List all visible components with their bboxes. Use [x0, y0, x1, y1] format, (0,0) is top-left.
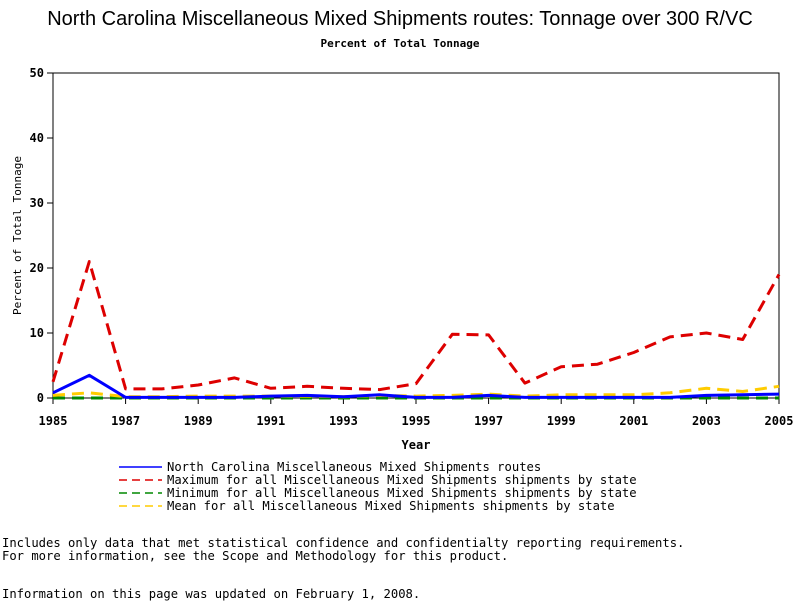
legend: North Carolina Miscellaneous Mixed Shipm…	[119, 460, 637, 513]
plot-frame	[52, 72, 780, 399]
chart-title: North Carolina Miscellaneous Mixed Shipm…	[47, 8, 753, 30]
series-line-0	[52, 373, 780, 399]
note-methodology: For more information, see the Scope and …	[2, 549, 509, 563]
x-tick-label: 1991	[256, 414, 285, 428]
y-tick-label: 0	[37, 391, 44, 405]
x-tick-label: 1995	[402, 414, 431, 428]
y-tick-label: 20	[30, 261, 44, 275]
x-axis-label: Year	[402, 438, 431, 452]
legend-label-1: Maximum for all Miscellaneous Mixed Ship…	[167, 473, 637, 487]
x-tick-label: 1987	[111, 414, 140, 428]
chart-subtitle: Percent of Total Tonnage	[320, 37, 480, 50]
y-tick-label: 10	[30, 326, 44, 340]
x-tick-label: 1993	[329, 414, 358, 428]
x-tick-label: 2001	[619, 414, 648, 428]
x-tick-label: 1999	[547, 414, 576, 428]
note-updated: Information on this page was updated on …	[2, 587, 421, 601]
note-confidence: Includes only data that met statistical …	[2, 536, 685, 550]
axes: 0 10 20 30 40 50 1985 1987 1989 1991 1993 1995 1997 1…	[11, 66, 793, 452]
y-tick-label: 40	[30, 131, 44, 145]
legend-label-3: Mean for all Miscellaneous Mixed Shipmen…	[167, 499, 615, 513]
x-tick-label: 1997	[474, 414, 503, 428]
y-tick-label: 50	[30, 66, 44, 80]
series-layer	[51, 260, 781, 400]
x-tick-label: 2005	[765, 414, 794, 428]
x-tick-label: 1985	[39, 414, 68, 428]
series-line-1	[51, 260, 781, 392]
y-axis-label: Percent of Total Tonnage	[11, 156, 24, 315]
legend-label-2: Minimum for all Miscellaneous Mixed Ship…	[167, 486, 637, 500]
x-tick-label: 2003	[692, 414, 721, 428]
legend-label-0: North Carolina Miscellaneous Mixed Shipm…	[167, 460, 541, 474]
x-tick-label: 1989	[184, 414, 213, 428]
y-tick-label: 30	[30, 196, 44, 210]
